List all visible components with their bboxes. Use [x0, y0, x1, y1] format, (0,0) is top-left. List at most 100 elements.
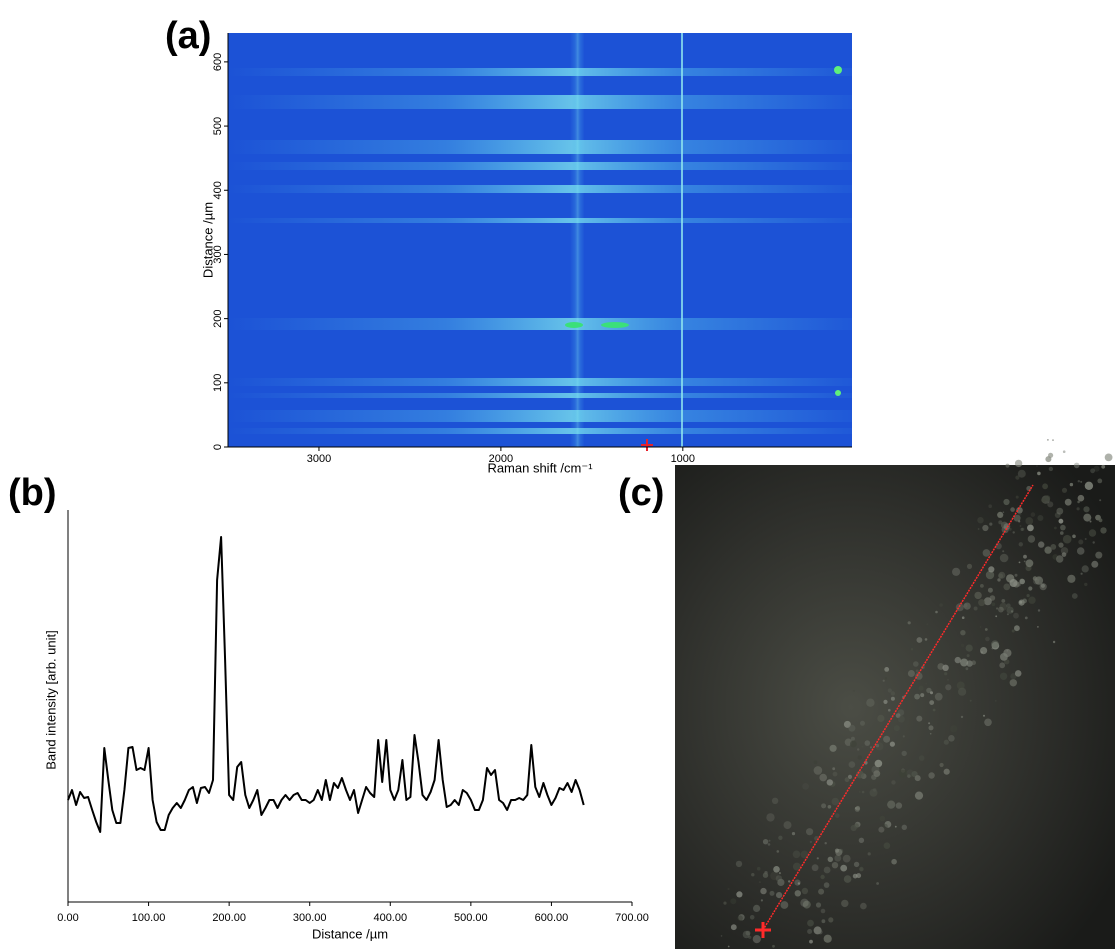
texture-spot	[854, 806, 860, 812]
texture-spot	[1088, 529, 1097, 537]
texture-spot	[778, 872, 782, 875]
texture-spot	[776, 892, 783, 899]
texture-spot	[1101, 464, 1106, 469]
texture-spot	[1012, 531, 1015, 534]
texture-spot	[778, 835, 783, 840]
texture-spot	[1095, 551, 1103, 559]
texture-spot	[867, 852, 871, 856]
texture-spot	[783, 821, 792, 830]
texture-spot	[816, 857, 819, 860]
texture-spot	[748, 935, 752, 939]
texture-spot	[770, 871, 779, 881]
texture-spot	[1040, 583, 1045, 588]
texture-spot	[963, 603, 968, 608]
texture-spot	[915, 672, 923, 680]
y-tick-label: 400	[212, 181, 224, 199]
texture-spot	[860, 720, 865, 726]
texture-spot	[884, 667, 890, 672]
texture-spot	[987, 587, 993, 593]
texture-spot	[1058, 518, 1064, 524]
texture-spot	[736, 891, 743, 898]
texture-spot	[1081, 565, 1089, 573]
texture-spot	[894, 825, 897, 828]
texture-spot	[887, 800, 896, 809]
texture-spot	[1061, 487, 1068, 493]
texture-spot	[840, 864, 848, 872]
x-tick-label: 600.00	[535, 912, 569, 924]
texture-spot	[1002, 511, 1005, 513]
texture-spot	[907, 621, 911, 625]
texture-spot	[958, 687, 967, 696]
texture-spot	[943, 739, 949, 745]
texture-spot	[890, 696, 895, 701]
texture-spot	[982, 524, 989, 532]
texture-spot	[1018, 542, 1023, 547]
texture-spot	[792, 862, 801, 871]
texture-spot	[838, 848, 844, 854]
texture-spot	[1100, 527, 1107, 534]
y-tick-label: 300	[212, 245, 224, 263]
texture-spot	[916, 715, 923, 722]
texture-spot	[809, 840, 813, 844]
texture-spot	[801, 887, 809, 895]
texture-spot	[1025, 559, 1034, 568]
texture-spot	[943, 768, 950, 775]
texture-spot	[984, 628, 988, 631]
texture-spot	[1000, 521, 1008, 529]
texture-spot	[935, 610, 938, 614]
texture-spot	[832, 771, 838, 777]
texture-spot	[918, 685, 924, 691]
texture-spot	[820, 874, 825, 880]
texture-spot	[843, 875, 852, 883]
texture-spot	[843, 720, 851, 728]
x-tick-label: 300.00	[293, 912, 327, 924]
texture-spot	[1030, 512, 1036, 517]
texture-spot	[1042, 483, 1048, 490]
texture-spot	[981, 648, 984, 651]
texture-spot	[1060, 531, 1064, 535]
texture-spot	[878, 826, 885, 833]
texture-spot	[841, 899, 849, 908]
texture-spot	[807, 929, 813, 934]
texture-spot	[813, 926, 822, 935]
texture-spot	[820, 908, 826, 914]
hot-spot	[835, 390, 841, 396]
texture-spot	[794, 890, 801, 897]
texture-spot	[1047, 439, 1049, 441]
texture-spot	[983, 597, 992, 606]
texture-spot	[906, 769, 914, 778]
texture-spot	[988, 566, 995, 573]
texture-spot	[1013, 514, 1021, 522]
panel-label: (c)	[618, 472, 664, 514]
texture-spot	[887, 688, 892, 693]
texture-spot	[735, 860, 743, 868]
texture-spot	[977, 528, 980, 530]
texture-spot	[1018, 561, 1021, 564]
texture-spot	[1097, 478, 1103, 484]
texture-spot	[902, 735, 905, 738]
texture-spot	[995, 615, 998, 618]
y-tick-label: 100	[212, 374, 224, 392]
texture-spot	[1015, 495, 1019, 499]
texture-spot	[762, 872, 769, 878]
texture-spot	[891, 858, 897, 865]
texture-spot	[1000, 653, 1008, 661]
texture-spot	[842, 854, 851, 863]
texture-spot	[869, 788, 878, 797]
texture-spot	[907, 670, 915, 677]
texture-spot	[960, 643, 965, 648]
texture-spot	[1037, 626, 1039, 628]
texture-spot	[775, 875, 783, 882]
texture-spot	[948, 735, 955, 742]
texture-spot	[745, 930, 751, 936]
hot-spot	[601, 322, 629, 328]
texture-spot	[963, 602, 971, 610]
marker-cross	[755, 922, 771, 938]
texture-spot	[995, 542, 1002, 550]
texture-spot	[856, 873, 862, 879]
x-tick-label: 0.00	[57, 912, 78, 924]
texture-spot	[879, 815, 886, 822]
texture-spot	[772, 944, 775, 948]
texture-spot	[857, 748, 860, 751]
